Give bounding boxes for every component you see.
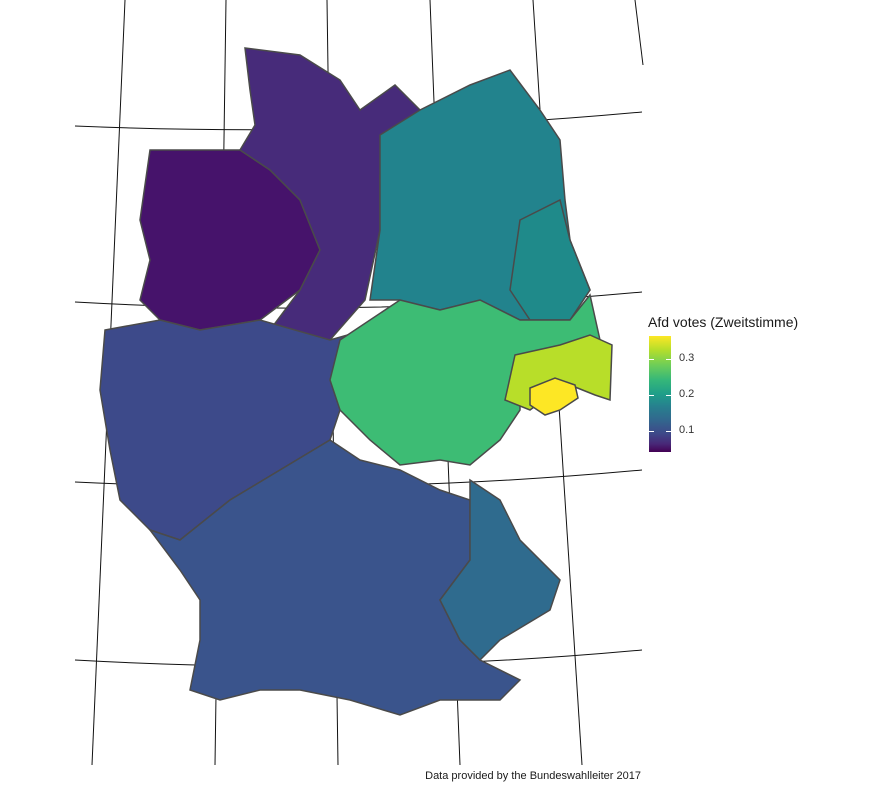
- legend-tick: [649, 395, 654, 396]
- region-south: [147, 439, 522, 716]
- region-bavaria-east: [439, 478, 561, 662]
- legend-title: Afd votes (Zweitstimme): [648, 314, 799, 330]
- legend-tick: [666, 395, 671, 396]
- legend-tick: [666, 359, 671, 360]
- legend-tick: [649, 359, 654, 360]
- region-saxony-peak: [529, 377, 579, 416]
- legend-tick-label: 0.2: [679, 388, 695, 400]
- region-northwest: [238, 47, 421, 341]
- region-brandenburg: [509, 198, 591, 321]
- data-source-caption: Data provided by the Bundeswahlleiter 20…: [425, 770, 641, 782]
- legend-tick: [649, 431, 654, 432]
- legend-color-bar: [649, 336, 671, 452]
- legend-tick: [666, 431, 671, 432]
- legend-tick-label: 0.1: [679, 424, 695, 436]
- legend-tick-label: 0.3: [679, 352, 695, 364]
